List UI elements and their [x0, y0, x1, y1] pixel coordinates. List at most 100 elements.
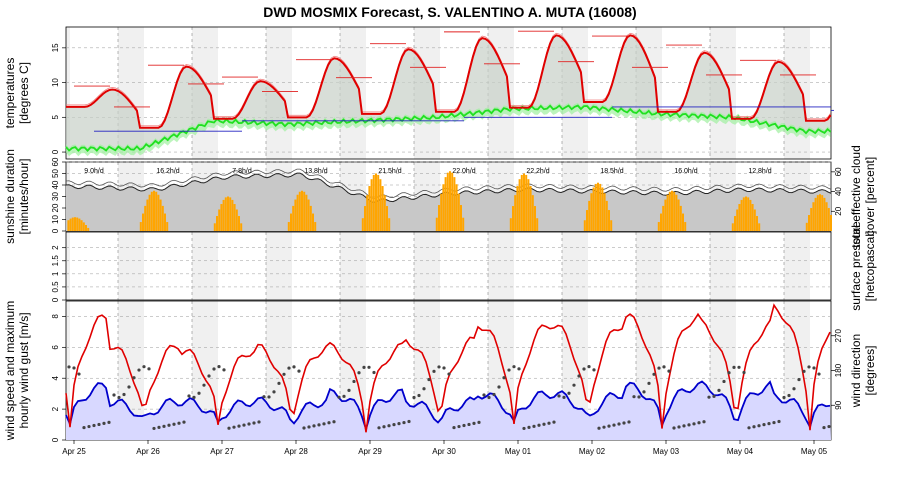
right-tick-label: 60: [834, 167, 843, 176]
sunshine-bar: [76, 217, 79, 231]
y-tick-label: 15: [51, 43, 60, 52]
sunshine-bar: [736, 209, 739, 231]
wind-direction-point: [382, 425, 386, 429]
y-tick-label: 0: [51, 297, 60, 302]
wind-direction-point: [377, 426, 381, 430]
wind-direction-point: [482, 393, 486, 397]
wind-direction-point: [752, 425, 756, 429]
y-tick-label: 10: [51, 215, 60, 224]
sunshine-bar: [673, 191, 676, 231]
wind-direction-point: [647, 381, 651, 385]
wind-direction-point: [782, 395, 786, 400]
wind-direction-point: [622, 421, 626, 425]
sunshine-bar: [240, 223, 243, 231]
wind-direction-point: [627, 420, 631, 424]
wind-direction-point: [512, 365, 516, 369]
sunshine-bar: [531, 195, 534, 231]
sunshine-bar: [819, 194, 821, 231]
y-tick-label: 5: [51, 115, 60, 120]
wind-direction-point: [422, 387, 426, 391]
sunshine-bar: [520, 174, 523, 231]
wind-direction-point: [347, 388, 351, 392]
right-axis-label: surface pressure: [849, 221, 863, 311]
wind-direction-point: [302, 426, 306, 430]
y-tick-label: 8: [51, 314, 60, 319]
wind-direction-point: [152, 426, 156, 431]
wind-direction-point: [467, 422, 471, 427]
sunshine-bar: [536, 218, 539, 231]
night-shade: [710, 232, 736, 300]
wind-direction-point: [617, 422, 621, 426]
wind-direction-point: [562, 395, 566, 399]
wind-direction-point: [827, 424, 831, 429]
wind-direction-point: [252, 421, 256, 425]
sunshine-bar: [388, 218, 391, 231]
wind-direction-point: [762, 423, 766, 427]
wind-direction-point: [107, 420, 111, 424]
sunshine-bar: [381, 186, 384, 231]
sunshine-bar: [675, 194, 678, 231]
sunshine-bar: [157, 194, 160, 231]
wind-direction-point: [182, 420, 186, 424]
y-axis-label: sunshine duration: [3, 149, 17, 244]
sunshine-bar: [534, 206, 536, 231]
y-tick-label: 30: [51, 192, 60, 201]
sunshine-bar: [85, 225, 87, 231]
wind-direction-point: [357, 371, 361, 375]
y-tick-label: 40: [51, 180, 60, 189]
wind-direction-point: [247, 422, 251, 426]
sunshine-bar: [660, 213, 662, 231]
wind-direction-point: [602, 425, 606, 429]
x-tick-label: Apr 25: [62, 447, 86, 456]
wind-direction-point: [522, 426, 526, 431]
wind-direction-point: [712, 394, 716, 398]
wind-direction-point: [572, 383, 576, 387]
sunshine-bar: [303, 191, 306, 231]
y-tick-label: 20: [51, 203, 60, 212]
sunshine-bar: [734, 216, 736, 231]
wind-direction-point: [492, 392, 496, 397]
sunshine-bar: [233, 204, 236, 231]
y-axis-label: [degrees C]: [17, 62, 31, 124]
y-tick-label: 10: [51, 78, 60, 87]
y-axis-label: [minutes/hour]: [17, 158, 31, 234]
sunshine-bar: [372, 174, 375, 231]
sunshine-bar: [742, 197, 745, 231]
x-tick-label: May 03: [653, 447, 680, 456]
y-tick-label: 0.5: [51, 281, 60, 293]
y-tick-label: 6: [51, 345, 60, 350]
x-tick-label: May 02: [579, 447, 606, 456]
sunshine-bar: [80, 220, 83, 231]
sunshine-bar: [588, 200, 591, 231]
sunshine-bar: [590, 193, 593, 231]
wind-direction-point: [392, 423, 396, 427]
wind-direction-point: [77, 372, 81, 376]
sunshine-bar: [69, 218, 72, 231]
wind-direction-point: [502, 376, 506, 380]
wind-direction-point: [317, 423, 321, 427]
sunshine-bar: [594, 183, 597, 231]
sunshine-bar: [366, 195, 369, 231]
sunshine-bar: [150, 191, 153, 231]
sunshine-bar: [825, 202, 828, 231]
wind-direction-point: [777, 419, 781, 424]
wind-direction-point: [342, 394, 346, 398]
sunshine-bar: [142, 213, 144, 231]
daily-sunshine-label: 12.8h/d: [748, 168, 771, 175]
wind-direction-point: [257, 420, 261, 424]
wind-direction-point: [227, 426, 231, 430]
sunshine-bar: [610, 220, 613, 231]
wind-direction-point: [652, 372, 656, 376]
wind-direction-point: [372, 370, 376, 375]
wind-direction-point: [287, 366, 291, 370]
sunshine-bar: [238, 216, 240, 231]
night-shade: [636, 232, 662, 300]
sunshine-bar: [758, 223, 761, 231]
sunshine-bar: [287, 222, 290, 231]
wind-direction-point: [792, 387, 796, 391]
wind-direction-point: [307, 425, 311, 429]
night-shade: [340, 232, 366, 300]
wind-direction-point: [432, 369, 436, 373]
sunshine-bar: [523, 173, 525, 231]
sunshine-bar: [161, 205, 164, 231]
